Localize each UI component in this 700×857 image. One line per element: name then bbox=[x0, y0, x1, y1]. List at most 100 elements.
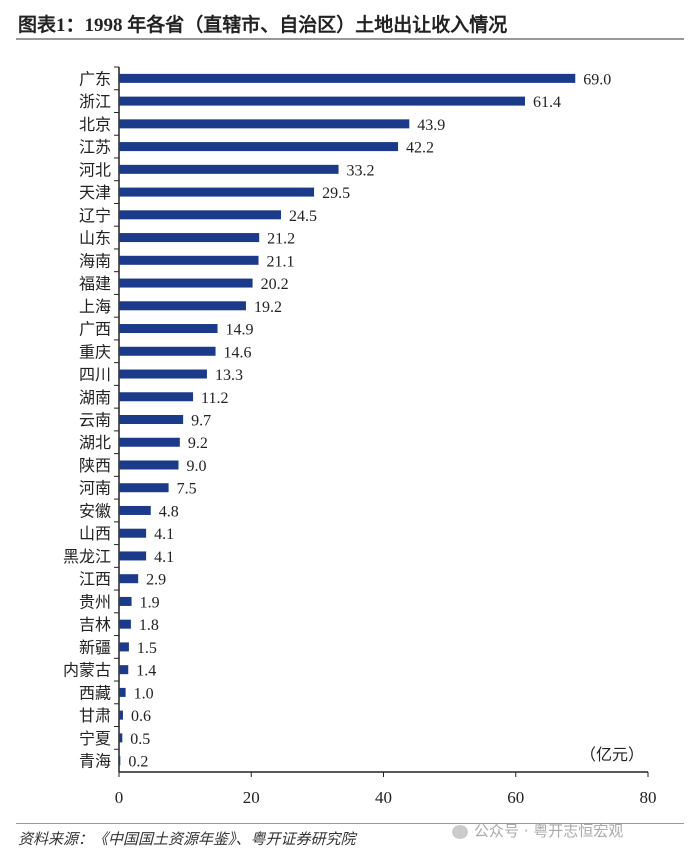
category-label: 江苏 bbox=[79, 139, 111, 157]
category-label: 河南 bbox=[79, 480, 111, 498]
data-label: 1.4 bbox=[136, 663, 156, 680]
category-label: 北京 bbox=[79, 116, 111, 134]
bar bbox=[119, 255, 259, 265]
category-label: 天津 bbox=[79, 184, 111, 202]
category-label: 湖北 bbox=[79, 434, 111, 452]
category-label: 辽宁 bbox=[79, 207, 111, 225]
bar bbox=[119, 483, 169, 493]
data-label: 0.2 bbox=[128, 754, 148, 771]
bar bbox=[119, 164, 339, 174]
bar bbox=[119, 505, 151, 515]
data-label: 42.2 bbox=[406, 140, 434, 157]
category-label: 山西 bbox=[79, 525, 111, 543]
category-label: 广西 bbox=[79, 321, 111, 339]
bar bbox=[119, 142, 399, 152]
data-label: 61.4 bbox=[533, 94, 561, 111]
category-label: 广东 bbox=[79, 70, 111, 88]
bar bbox=[119, 324, 218, 334]
bar bbox=[119, 596, 132, 606]
bar bbox=[119, 346, 216, 356]
data-label: 2.9 bbox=[146, 572, 166, 589]
category-label: 山东 bbox=[79, 230, 111, 248]
data-label: 43.9 bbox=[417, 117, 445, 134]
data-label: 14.6 bbox=[224, 344, 252, 361]
category-label: 福建 bbox=[79, 275, 111, 293]
category-label: 内蒙古 bbox=[63, 662, 111, 680]
category-label: 重庆 bbox=[79, 343, 111, 361]
data-label: 7.5 bbox=[177, 481, 197, 498]
bar bbox=[119, 528, 147, 538]
category-label: 海南 bbox=[79, 252, 111, 270]
data-label: 9.0 bbox=[187, 458, 207, 475]
bar bbox=[119, 233, 260, 243]
data-label: 13.3 bbox=[215, 367, 243, 384]
category-label: 甘肃 bbox=[79, 707, 111, 725]
category-label: 安徽 bbox=[79, 502, 111, 520]
footer-divider bbox=[16, 823, 684, 824]
category-label: 江西 bbox=[79, 571, 111, 589]
data-label: 29.5 bbox=[322, 185, 350, 202]
category-label: 宁夏 bbox=[79, 730, 111, 748]
bar bbox=[119, 301, 246, 311]
category-label: 黑龙江 bbox=[63, 548, 111, 566]
unit-label: （亿元） bbox=[580, 746, 644, 764]
chart-title: 图表1：1998 年各省（直辖市、自治区）土地出让收入情况 bbox=[18, 15, 508, 36]
category-label: 云南 bbox=[79, 412, 111, 430]
data-label: 4.1 bbox=[154, 526, 174, 543]
bar bbox=[119, 460, 179, 470]
category-label: 新疆 bbox=[79, 639, 111, 657]
data-label: 14.9 bbox=[226, 322, 254, 339]
bar bbox=[119, 369, 207, 379]
x-tick-label: 80 bbox=[640, 788, 657, 807]
title-divider bbox=[16, 38, 684, 40]
data-label: 1.8 bbox=[139, 617, 159, 634]
bar bbox=[119, 756, 121, 766]
category-label: 青海 bbox=[79, 753, 111, 771]
category-label: 吉林 bbox=[79, 616, 111, 634]
bar bbox=[119, 619, 131, 629]
watermark-text: 公众号 · 粤开志恒宏观 bbox=[474, 822, 624, 840]
data-label: 69.0 bbox=[583, 71, 611, 88]
x-tick-label: 0 bbox=[115, 788, 124, 807]
bar bbox=[119, 574, 139, 584]
bar bbox=[119, 665, 129, 675]
data-label: 33.2 bbox=[347, 162, 375, 179]
data-label: 4.8 bbox=[159, 503, 179, 520]
bar bbox=[119, 687, 126, 697]
bar bbox=[119, 551, 147, 561]
bar bbox=[119, 392, 194, 402]
bar bbox=[119, 96, 526, 106]
data-label: 4.1 bbox=[154, 549, 174, 566]
data-label: 21.1 bbox=[267, 253, 295, 270]
data-label: 9.2 bbox=[188, 435, 208, 452]
data-label: 24.5 bbox=[289, 208, 317, 225]
bar bbox=[119, 187, 315, 197]
data-label: 21.2 bbox=[267, 231, 295, 248]
data-label: 11.2 bbox=[201, 390, 228, 407]
data-label: 1.0 bbox=[134, 685, 154, 702]
bar bbox=[119, 119, 410, 129]
category-label: 西藏 bbox=[79, 684, 111, 702]
category-label: 浙江 bbox=[79, 93, 111, 111]
watermark: 公众号 · 粤开志恒宏观 bbox=[452, 820, 623, 841]
data-label: 19.2 bbox=[254, 299, 282, 316]
bar bbox=[119, 415, 184, 424]
bar bbox=[119, 642, 129, 652]
bar bbox=[119, 73, 576, 83]
category-label: 贵州 bbox=[79, 593, 111, 611]
data-label: 0.5 bbox=[130, 731, 150, 748]
data-label: 9.7 bbox=[191, 413, 211, 430]
bar bbox=[119, 278, 253, 288]
x-tick-label: 20 bbox=[243, 788, 260, 807]
data-label: 0.6 bbox=[131, 708, 151, 725]
x-tick-label: 60 bbox=[507, 788, 524, 807]
data-label: 20.2 bbox=[261, 276, 289, 293]
category-label: 四川 bbox=[79, 367, 111, 384]
bar bbox=[119, 437, 180, 447]
category-label: 湖南 bbox=[79, 389, 111, 407]
category-label: 河北 bbox=[79, 161, 111, 179]
source-note: 资料来源：《中国国土资源年鉴》、粤开证券研究院 bbox=[18, 832, 356, 848]
bar bbox=[119, 210, 282, 220]
category-label: 上海 bbox=[79, 298, 111, 316]
